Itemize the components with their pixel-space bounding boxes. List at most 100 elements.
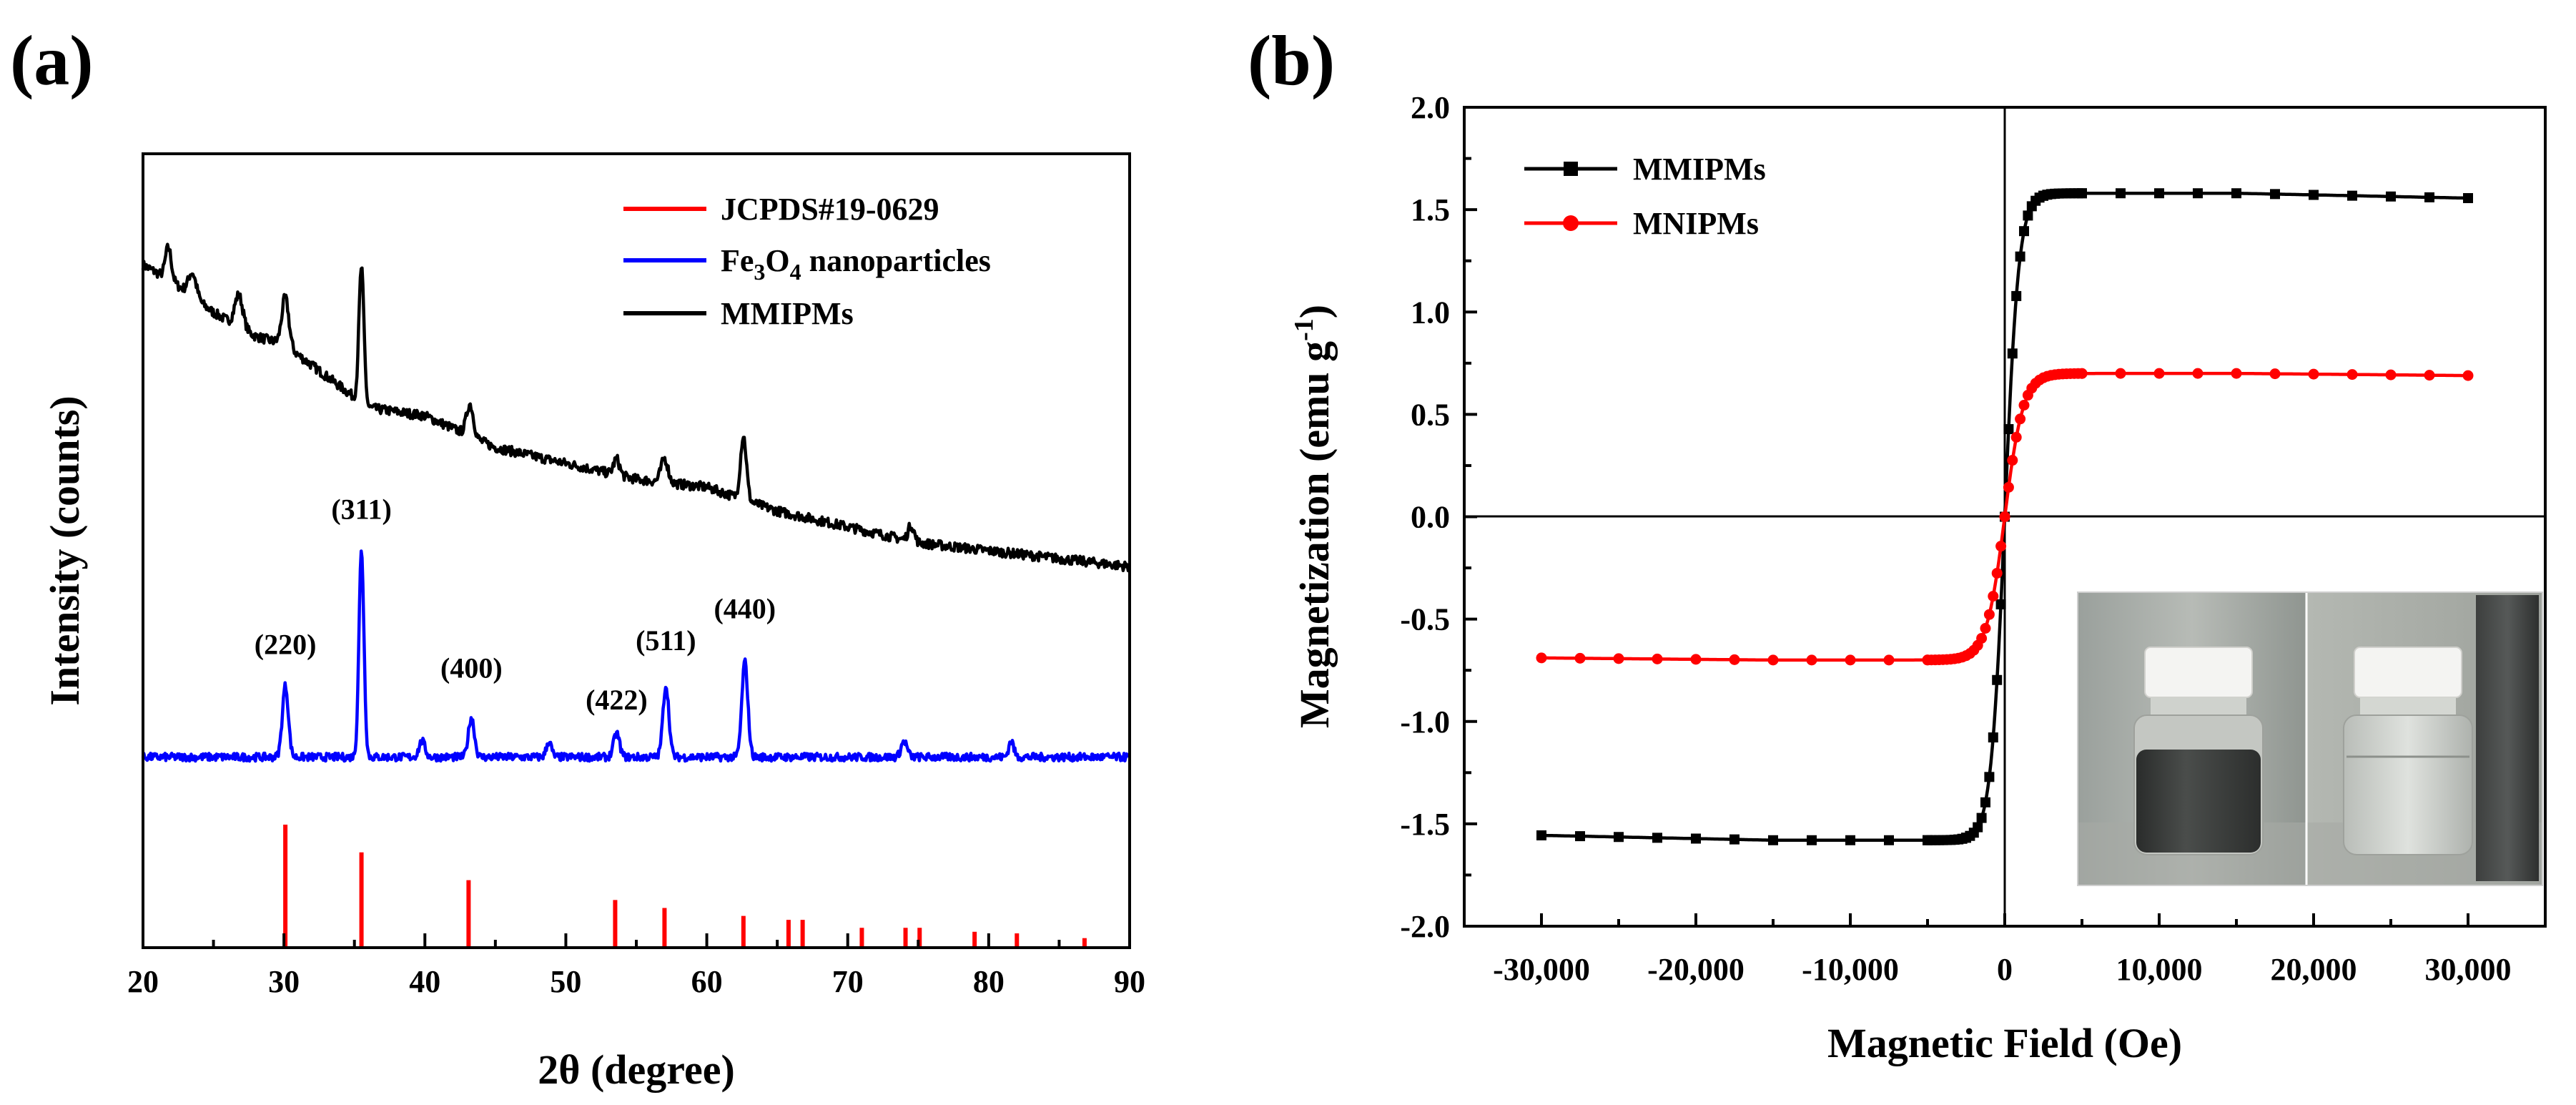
peak-label: (422) [586, 684, 648, 716]
series-line-fe3o4 [141, 549, 1130, 763]
panel-b: (b) [1248, 21, 2547, 1066]
data-point-mnipms [1845, 654, 1856, 666]
data-point-mmipms [2347, 190, 2357, 201]
x-axis-title-b: Magnetic Field (Oe) [1827, 1020, 2182, 1066]
data-point-mnipms [2007, 455, 2018, 466]
data-point-mnipms [1999, 511, 2010, 522]
y-tick-label-b: -0.5 [1400, 602, 1450, 637]
x-axis-ticks: 20 30 40 50 60 70 80 90 [127, 933, 1145, 999]
data-point-mnipms [2346, 369, 2358, 380]
vial-left [2133, 647, 2264, 855]
data-point-mmipms [2463, 193, 2473, 204]
data-point-mnipms [2010, 431, 2022, 443]
data-point-mnipms [2269, 368, 2281, 380]
x-tick-label-b: 30,000 [2425, 952, 2512, 987]
y-tick-label-b: 1.5 [1411, 192, 1450, 227]
data-point-mnipms [1988, 591, 1999, 602]
data-point-mnipms [1690, 654, 1702, 665]
data-point-mmipms [2270, 189, 2280, 200]
vial-right-cap [2354, 647, 2462, 698]
y-tick-label-b: 2.0 [1411, 90, 1450, 125]
legend-marker-circle [1563, 215, 1579, 231]
data-point-mmipms [1984, 772, 1995, 782]
data-point-mnipms [2385, 369, 2397, 380]
plot-b-series [1536, 188, 2474, 845]
y-tick-label-b: 0.0 [1411, 500, 1450, 535]
data-point-mnipms [2003, 481, 2014, 493]
data-point-mmipms [1729, 834, 1739, 845]
legend-a: JCPDS#19-0629 Fe3O4 nanoparticles MMIPMs [623, 192, 991, 331]
y-tick-label-b: -1.5 [1400, 807, 1450, 842]
peak-label: (311) [331, 493, 391, 526]
data-point-mmipms [2019, 226, 2029, 237]
x-tick-label-b: 20,000 [2271, 952, 2357, 987]
x-tick-label-a: 80 [973, 964, 1005, 999]
data-point-mmipms [2023, 210, 2033, 221]
y-tick-label-b: -1.0 [1400, 704, 1450, 740]
plot-a-series [141, 242, 1131, 763]
x-tick-label-b: 0 [1997, 952, 2013, 987]
data-point-mmipms [2231, 188, 2241, 199]
peak-label: (511) [636, 624, 696, 657]
data-point-mnipms [2076, 368, 2088, 379]
peak-label: (220) [255, 628, 317, 660]
data-point-mnipms [1729, 654, 1740, 665]
x-tick-label-a: 70 [832, 964, 864, 999]
data-point-mmipms [2077, 188, 2087, 199]
axis-ticks-b: -30,000 -20,000 -10,000 0 10,000 20,000 30,000… [1400, 90, 2511, 987]
data-point-mmipms [1973, 822, 1983, 833]
panel-b-label: (b) [1248, 21, 1335, 100]
data-point-mmipms [1845, 835, 1855, 845]
x-tick-label-b: 10,000 [2116, 952, 2203, 987]
data-point-mnipms [1983, 609, 1995, 620]
data-point-mmipms [1768, 835, 1778, 845]
x-tick-label-a: 20 [127, 964, 159, 999]
data-point-mmipms [2193, 188, 2203, 199]
data-point-mnipms [2015, 413, 2026, 425]
legend-label-mmipms-b: MMIPMs [1633, 152, 1766, 187]
data-point-mnipms [1536, 652, 1547, 664]
legend-label-mnipms: MNIPMs [1633, 206, 1759, 241]
data-point-mnipms [1995, 541, 2007, 552]
data-point-mnipms [1767, 654, 1779, 666]
data-point-mmipms [1884, 835, 1894, 845]
data-point-mnipms [1976, 632, 1988, 644]
x-tick-label-a: 90 [1114, 964, 1145, 999]
x-tick-label-b: -10,000 [1802, 952, 1899, 987]
data-point-mmipms [1652, 833, 1662, 843]
data-point-mnipms [1652, 653, 1663, 664]
peak-label: (440) [714, 592, 776, 624]
data-point-mmipms [1988, 732, 1998, 743]
y-axis-title-b: Magnetization (emu g-1) [1289, 305, 1338, 728]
data-point-mnipms [1613, 653, 1624, 664]
inset-photo [2077, 591, 2543, 886]
x-tick-label-a: 60 [691, 964, 723, 999]
peak-annotations: (220) (311) (400) (422) (511) (440) [255, 493, 776, 716]
data-point-mmipms [2386, 191, 2396, 202]
data-point-mnipms [2153, 368, 2165, 379]
data-point-mmipms [1575, 831, 1585, 842]
data-point-mmipms [1980, 797, 1990, 807]
data-point-mnipms [1991, 567, 2003, 579]
y-tick-label-b: 0.5 [1411, 397, 1450, 432]
data-point-mnipms [2192, 368, 2204, 379]
x-tick-label-a: 50 [550, 964, 581, 999]
data-point-mmipms [2003, 424, 2014, 435]
data-point-mmipms [2011, 290, 2022, 301]
data-point-mnipms [1883, 654, 1895, 666]
x-tick-label-a: 40 [409, 964, 440, 999]
inset-border [2077, 591, 2543, 886]
data-point-mmipms [1691, 833, 1701, 844]
y-tick-label-b: -2.0 [1400, 909, 1450, 944]
vial-right-glass [2343, 714, 2473, 855]
legend-label-fe3o4: Fe3O4 nanoparticles [721, 243, 991, 285]
panel-a: (a) (220) (311) (400) (422) (511) (440) 20 30 4… [10, 21, 1145, 1093]
x-tick-label-b: -30,000 [1493, 952, 1590, 987]
reference-bars [283, 824, 1087, 948]
data-point-mmipms [2424, 192, 2434, 202]
data-point-mmipms [1995, 599, 2006, 609]
peak-label: (400) [440, 652, 503, 684]
y-axis-title-a: Intensity (counts) [41, 396, 88, 705]
data-point-mmipms [1807, 835, 1817, 845]
